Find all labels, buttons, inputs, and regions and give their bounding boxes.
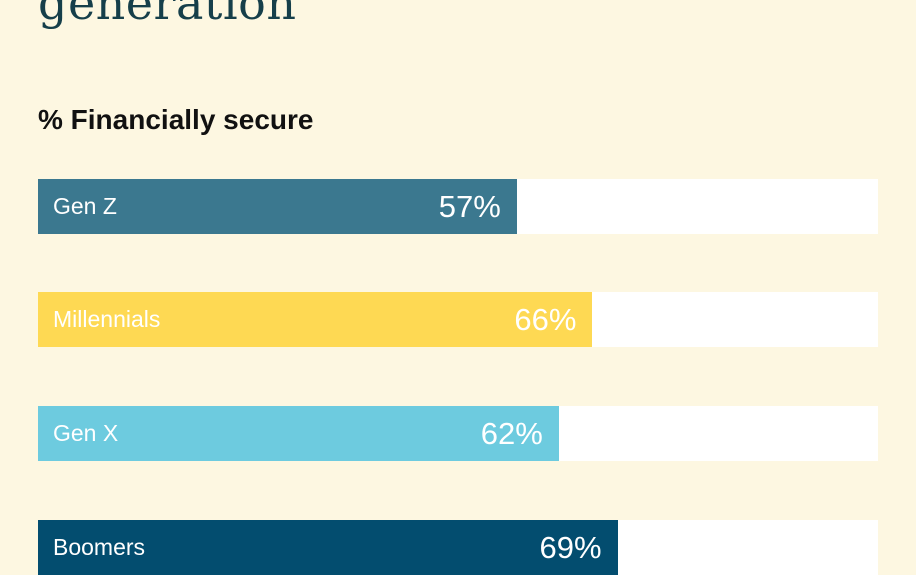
bar-gen-x: Gen X 62% (38, 406, 559, 461)
bar-track: Gen X 62% (38, 406, 878, 461)
value-label: 66% (514, 302, 577, 337)
bar-millennials: Millennials 66% (38, 292, 593, 347)
bar-track: Millennials 66% (38, 292, 878, 347)
chart-subtitle: % Financially secure (38, 104, 314, 135)
category-label: Millennials (53, 306, 161, 332)
category-label: Gen X (53, 420, 119, 446)
category-label: Gen Z (53, 193, 117, 219)
category-label: Boomers (53, 534, 146, 560)
bar-boomers: Boomers 69% (38, 520, 618, 575)
bar-gen-z: Gen Z 57% (38, 179, 517, 234)
value-label: 69% (539, 530, 602, 565)
value-label: 62% (480, 416, 543, 451)
bar-track: Gen Z 57% (38, 179, 878, 234)
value-label: 57% (438, 189, 501, 224)
chart-title: generation (38, 0, 297, 30)
bar-track: Boomers 69% (38, 520, 878, 575)
